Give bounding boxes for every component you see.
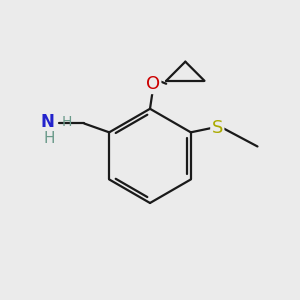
Text: H: H	[43, 131, 55, 146]
Text: N: N	[41, 113, 55, 131]
Text: S: S	[212, 119, 223, 137]
Text: H: H	[62, 115, 73, 129]
Text: O: O	[146, 75, 160, 93]
